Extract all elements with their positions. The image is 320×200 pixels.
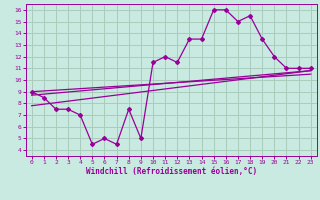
X-axis label: Windchill (Refroidissement éolien,°C): Windchill (Refroidissement éolien,°C) — [86, 167, 257, 176]
